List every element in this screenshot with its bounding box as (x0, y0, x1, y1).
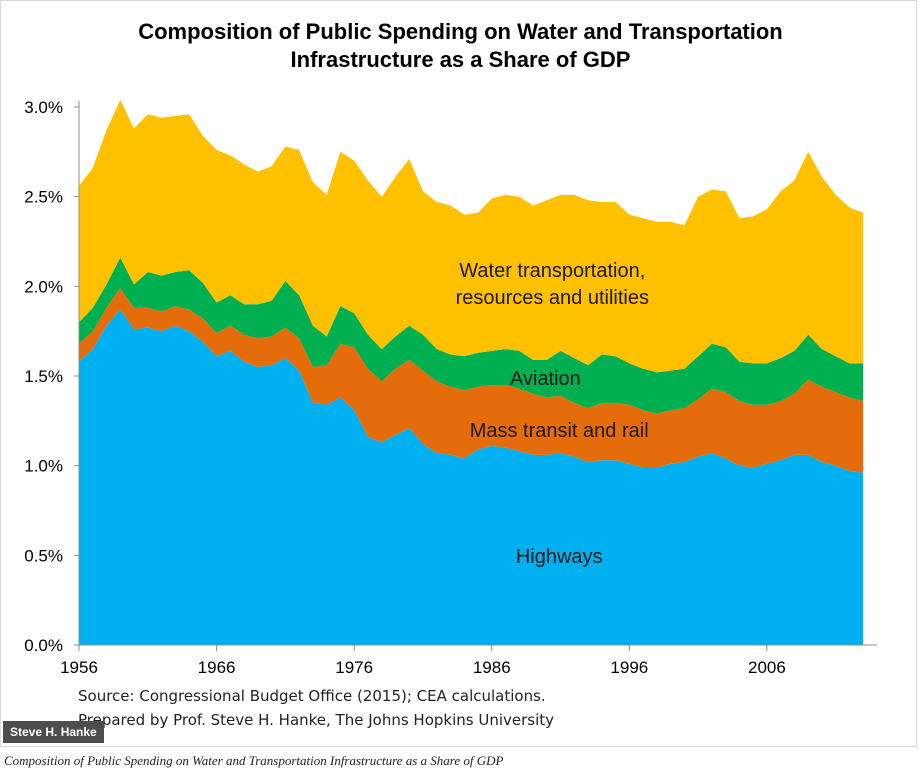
label-highways: Highways (516, 546, 603, 568)
chart-title: Composition of Public Spending on Water … (0, 18, 921, 74)
y-tick-label: 1.5% (24, 367, 63, 386)
chart-title-line-2: Infrastructure as a Share of GDP (290, 47, 631, 72)
source-line-1: Source: Congressional Budget Office (201… (78, 687, 546, 705)
x-tick-label: 1966 (198, 658, 236, 677)
credit-badge: Steve H. Hanke (3, 721, 104, 743)
x-tick-label: 1956 (60, 658, 98, 677)
y-tick-label: 1.0% (24, 457, 63, 476)
source-line-2: Prepared by Prof. Steve H. Hanke, The Jo… (78, 711, 555, 729)
label-mass-transit-and-rail: Mass transit and rail (470, 420, 649, 442)
area-water-transportation-resources-utilities (79, 99, 864, 373)
x-tick-label: 1986 (473, 658, 511, 677)
y-tick-label: 0.0% (24, 636, 63, 655)
y-tick-label: 2.0% (24, 277, 63, 296)
y-tick-label: 3.0% (24, 98, 63, 117)
x-tick-label: 1976 (335, 658, 373, 677)
label-aviation: Aviation (510, 368, 581, 390)
y-tick-label: 2.5% (24, 188, 63, 207)
label-water-transportation-line-1: Water transportation, (459, 260, 645, 282)
source-note: Source: Congressional Budget Office (201… (78, 684, 554, 732)
label-water-transportation-line-2: resources and utilities (456, 287, 649, 309)
area-highways (79, 309, 864, 645)
area-aviation (79, 257, 864, 414)
x-tick-label: 2006 (748, 658, 786, 677)
image-caption: Composition of Public Spending on Water … (4, 753, 504, 768)
area-mass-transit-and-rail (79, 288, 864, 473)
x-tick-label: 1996 (610, 658, 648, 677)
chart-title-line-1: Composition of Public Spending on Water … (138, 19, 783, 44)
y-tick-label: 0.5% (24, 546, 63, 565)
